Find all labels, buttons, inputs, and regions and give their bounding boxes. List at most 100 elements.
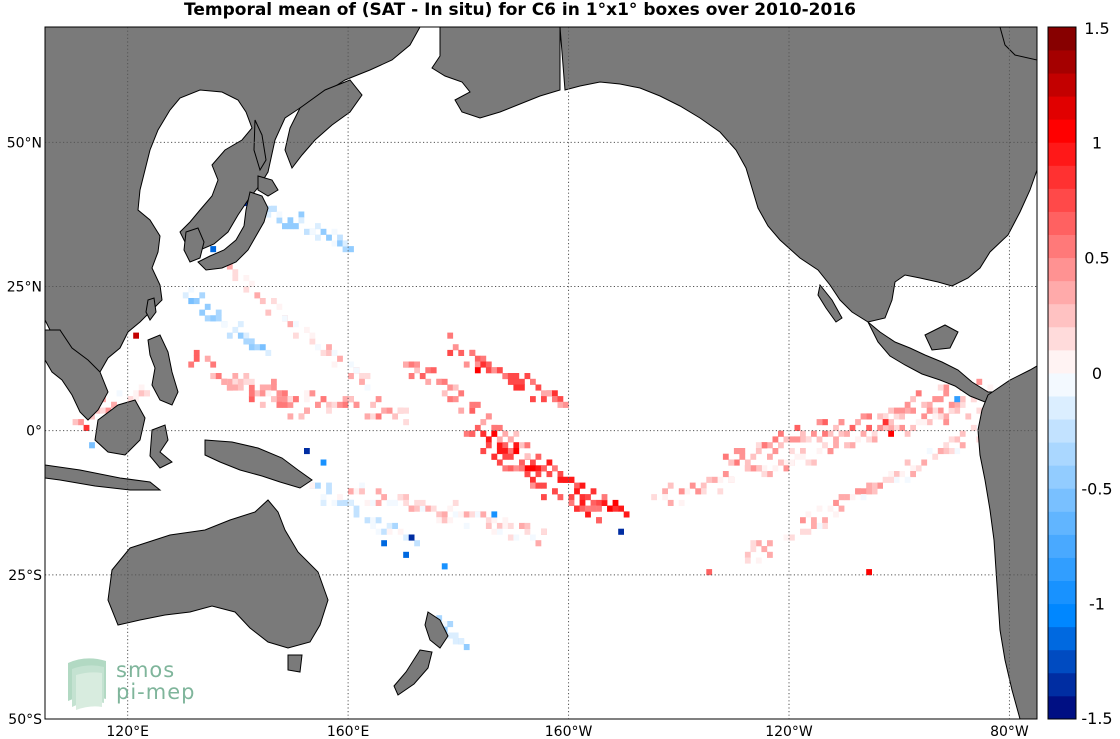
heatmap-cell — [579, 505, 586, 512]
heatmap-cell — [370, 499, 376, 506]
heatmap-cell — [811, 459, 817, 466]
heatmap-cell — [833, 436, 839, 443]
heatmap-cell — [485, 517, 492, 524]
heatmap-cell — [243, 338, 250, 345]
heatmap-cell — [337, 240, 343, 247]
heatmap-cell — [932, 413, 939, 420]
heatmap-cell — [822, 442, 828, 449]
heatmap-cell — [425, 367, 432, 374]
heatmap-cell — [210, 373, 217, 380]
heatmap-cell — [800, 436, 806, 443]
heatmap-cell — [717, 488, 724, 495]
land-java — [45, 464, 162, 491]
heatmap-cell — [904, 459, 911, 466]
heatmap-cell — [838, 494, 845, 501]
heatmap-cell — [337, 234, 343, 241]
logo-text-smos: smos — [116, 658, 176, 682]
heatmap-cell — [320, 228, 327, 235]
heatmap-cell — [767, 442, 773, 449]
heatmap-cell — [265, 211, 272, 218]
heatmap-cell — [937, 448, 944, 455]
heatmap-cell — [364, 413, 371, 420]
heatmap-cell — [491, 453, 498, 460]
heatmap-cell — [866, 488, 872, 495]
heatmap-cell — [860, 488, 867, 495]
heatmap-cell — [480, 355, 487, 362]
heatmap-cell — [188, 298, 195, 305]
heatmap-cell — [910, 396, 916, 403]
x-tick-label: 120°E — [106, 724, 149, 739]
heatmap-cell — [204, 303, 211, 310]
heatmap-cell — [943, 413, 950, 420]
heatmap-cell — [882, 424, 889, 431]
heatmap-cell — [524, 522, 531, 529]
heatmap-cell — [579, 499, 586, 506]
heatmap-cell — [248, 344, 255, 351]
heatmap-cell — [353, 505, 360, 512]
heatmap-cell — [271, 205, 277, 212]
heatmap-cell — [783, 436, 790, 443]
heatmap-cell — [800, 517, 806, 524]
heatmap-cell — [386, 522, 393, 529]
logo-text-pi-mep: pi-mep — [116, 680, 196, 704]
heatmap-cell — [425, 505, 432, 512]
heatmap-cell — [265, 390, 272, 397]
heatmap-cell — [375, 396, 382, 403]
heatmap-cell — [921, 401, 928, 408]
heatmap-cell — [541, 482, 547, 489]
heatmap-cell — [188, 361, 195, 368]
heatmap-cell — [287, 401, 294, 408]
heatmap-cell — [822, 517, 828, 524]
heatmap-cell — [359, 373, 365, 380]
heatmap-cell — [932, 396, 939, 403]
heatmap-cell — [138, 390, 145, 397]
heatmap-cell — [458, 390, 465, 397]
heatmap-cell — [524, 373, 531, 380]
heatmap-cell — [480, 361, 487, 368]
heatmap-cell — [342, 240, 349, 247]
x-axis-ticks: 120°E 160°E 160°W 120°W 80°W — [106, 724, 1029, 739]
data-cells — [72, 159, 1021, 651]
heatmap-cell — [375, 413, 382, 420]
heatmap-cell — [315, 223, 321, 230]
heatmap-cell — [513, 448, 520, 455]
heatmap-cell — [574, 505, 580, 512]
heatmap-cell-hotspot — [320, 459, 327, 466]
heatmap-cell — [463, 644, 470, 651]
heatmap-cell — [414, 367, 420, 374]
heatmap-cell — [893, 413, 900, 420]
heatmap-cell — [502, 373, 509, 380]
heatmap-cell — [496, 459, 503, 466]
land-australia — [107, 499, 329, 649]
heatmap-cell — [320, 499, 327, 506]
heatmap-cell — [221, 321, 228, 328]
heatmap-cell-hotspot — [888, 430, 894, 437]
heatmap-cell — [921, 419, 928, 426]
heatmap-cell — [794, 424, 801, 431]
heatmap-cell — [436, 378, 443, 385]
heatmap-cell — [739, 453, 746, 460]
land-asia — [45, 27, 421, 386]
heatmap-cell — [331, 361, 338, 368]
heatmap-cell — [282, 396, 288, 403]
heatmap-cell — [596, 505, 602, 512]
heatmap-cell — [232, 373, 239, 380]
heatmap-cell — [215, 315, 222, 322]
heatmap-cell — [948, 401, 955, 408]
heatmap-cell — [904, 476, 911, 483]
heatmap-cell — [860, 413, 867, 420]
heatmap-cell — [844, 442, 850, 449]
heatmap-cell — [535, 453, 542, 460]
heatmap-cell — [304, 396, 310, 403]
heatmap-cell — [970, 424, 977, 431]
heatmap-cell — [937, 396, 944, 403]
heatmap-cell — [259, 298, 266, 305]
heatmap-cell — [403, 361, 409, 368]
heatmap-cell — [293, 223, 299, 230]
heatmap-cell — [778, 459, 784, 466]
heatmap-cell — [513, 430, 520, 437]
heatmap-cell — [519, 522, 525, 529]
heatmap-cell — [353, 367, 360, 374]
heatmap-cell — [359, 482, 365, 489]
land-hokkaido — [257, 175, 279, 197]
